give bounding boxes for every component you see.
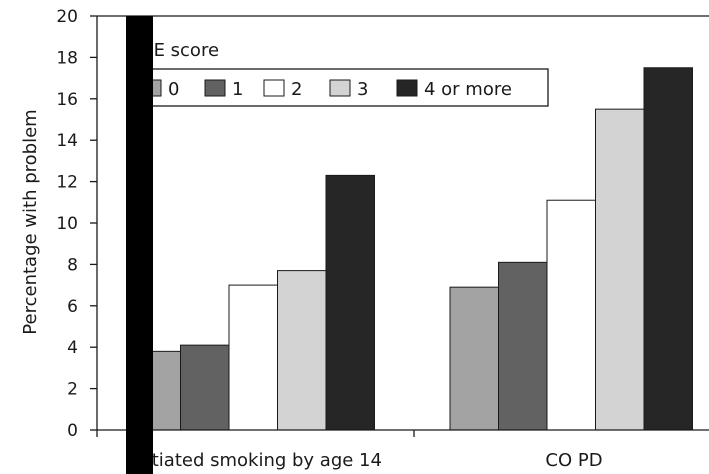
bar-2-1 [228, 284, 278, 431]
y-tick-label: 6 [67, 297, 78, 317]
bar-4-or-more-2 [643, 67, 693, 431]
legend-swatch [204, 79, 226, 97]
y-tick-label: 14 [56, 131, 78, 151]
bar-4-or-more-1 [325, 174, 375, 431]
bar-0-2 [449, 286, 499, 431]
legend-swatch [263, 79, 285, 97]
legend-label: 2 [291, 79, 302, 100]
legend-swatch [329, 79, 351, 97]
x-category-label: Initiated smoking by age 14 [130, 450, 382, 471]
y-tick-label: 20 [56, 7, 78, 27]
legend-label: 3 [357, 79, 368, 100]
y-tick-label: 12 [56, 173, 78, 193]
y-axis-label: Percentage with problem [20, 109, 41, 334]
bars [131, 67, 693, 431]
y-tick-label: 16 [56, 90, 78, 110]
vertical-black-bar-overlay [126, 16, 153, 474]
y-ticks: 0 2 4 6 8 10 12 14 16 18 20 [56, 7, 97, 441]
bar-3-1 [277, 270, 327, 431]
y-tick-label: 10 [56, 214, 78, 234]
legend-label: 4 or more [424, 79, 512, 100]
legend-label: 1 [232, 79, 243, 100]
x-ticks: Initiated smoking by age 14 CO PD [96, 430, 603, 471]
y-tick-label: 2 [67, 380, 78, 400]
y-tick-label: 0 [67, 421, 78, 441]
legend-swatch [396, 79, 418, 97]
y-tick-label: 18 [56, 48, 78, 68]
legend-label: 0 [168, 79, 179, 100]
y-tick-label: 8 [67, 255, 78, 275]
bar-1-1 [180, 344, 230, 431]
legend-items: 0 1 2 3 4 or more [140, 79, 512, 100]
x-category-label: CO PD [545, 450, 602, 471]
bar-2-2 [546, 199, 596, 431]
bar-1-2 [498, 261, 548, 431]
bar-3-2 [595, 108, 645, 431]
y-tick-label: 4 [67, 338, 78, 358]
